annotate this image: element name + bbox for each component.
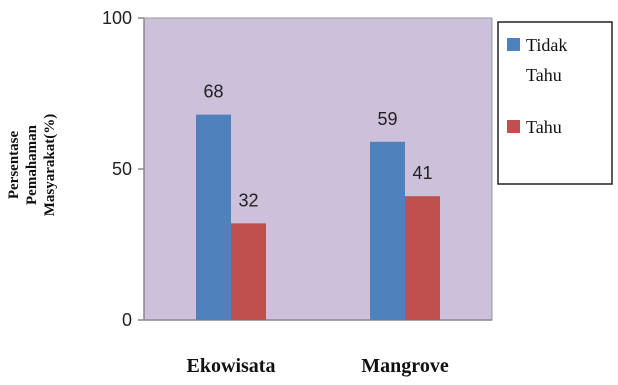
bar-mangrove-tahu — [405, 196, 440, 320]
bars — [196, 114, 440, 320]
category-label: Mangrove — [361, 355, 449, 377]
y-axis-label: Persentase Pemahaman Masyarakat(%) — [6, 114, 58, 216]
legend-swatch-tahu — [507, 120, 520, 133]
y-axis-label-line: Persentase — [6, 131, 22, 200]
data-labels: 68 32 59 41 — [203, 82, 432, 211]
legend-label: Tahu — [526, 117, 562, 137]
y-tick-label: 50 — [112, 159, 132, 179]
legend-swatch-tidak-tahu — [507, 38, 520, 51]
bar-mangrove-tidak-tahu — [370, 141, 405, 320]
legend: Tidak Tahu Tahu — [497, 21, 613, 185]
legend-label: Tahu — [526, 65, 562, 85]
category-label: Ekowisata — [187, 355, 276, 377]
data-label: 68 — [203, 82, 223, 102]
data-label: 41 — [412, 163, 432, 183]
y-tick-label: 0 — [122, 310, 132, 330]
y-tick-label: 100 — [102, 8, 132, 28]
y-axis-label-line: Masyarakat(%) — [42, 114, 58, 216]
data-label: 59 — [377, 109, 397, 129]
y-axis-title: Persentase Pemahaman Masyarakat(%) — [6, 114, 58, 216]
category-labels: Ekowisata Mangrove — [187, 355, 449, 377]
bar-ekowisata-tidak-tahu — [196, 114, 231, 320]
y-ticks: 0 50 100 — [102, 8, 144, 330]
y-axis-label-line: Pemahaman — [24, 124, 40, 205]
bar-ekowisata-tahu — [231, 223, 266, 320]
data-label: 32 — [238, 190, 258, 210]
legend-label: Tidak — [526, 35, 567, 55]
